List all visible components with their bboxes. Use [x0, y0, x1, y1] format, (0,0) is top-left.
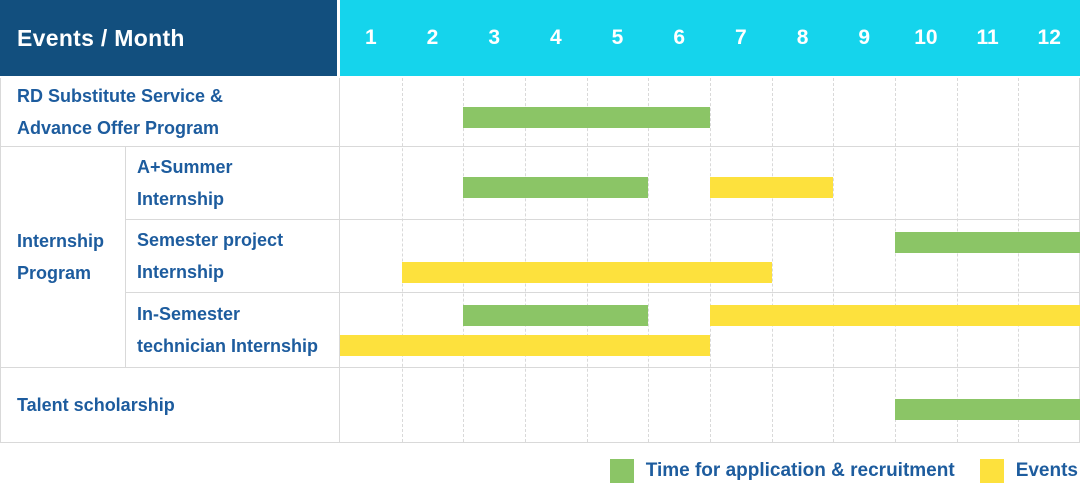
group-cell-label: Internship Program — [17, 230, 105, 283]
table-border-line — [0, 78, 1, 442]
table-header-cell: Events / Month — [0, 0, 337, 76]
month-label: 2 — [426, 26, 439, 49]
header-title: Events / Month — [17, 24, 185, 51]
row-label: A+Summer Internship — [137, 156, 233, 209]
month-gridline — [401, 78, 403, 442]
month-label: 8 — [796, 26, 809, 49]
row-label: Talent scholarship — [17, 394, 175, 415]
row-separator-line — [125, 292, 1080, 293]
application-bar — [895, 399, 1080, 420]
event-bar — [340, 335, 710, 356]
month-label: 4 — [550, 26, 562, 49]
legend-swatch-events — [979, 458, 1004, 483]
month-header-row: 1 2 3 4 5 6 7 8 9 10 11 12 — [340, 0, 1080, 76]
row-separator-line — [0, 442, 1080, 443]
month-label: 10 — [914, 26, 938, 49]
legend: Time for application & recruitment Event… — [609, 458, 1078, 483]
row-label: In-Semester technician Internship — [137, 303, 319, 356]
month-gridline — [771, 78, 773, 442]
event-bar — [710, 177, 834, 198]
application-bar — [463, 305, 649, 326]
legend-swatch-application — [609, 458, 634, 483]
month-gridline — [463, 78, 465, 442]
month-label: 3 — [488, 26, 501, 49]
row-separator-line — [0, 367, 1080, 368]
table-border-line — [339, 78, 340, 442]
month-gridline — [895, 78, 896, 442]
month-gridline — [710, 78, 711, 442]
month-label: 5 — [611, 26, 624, 49]
month-gridline — [525, 78, 526, 442]
row-separator-line — [0, 146, 1080, 147]
month-gridline — [586, 78, 588, 442]
month-gridline — [833, 78, 835, 442]
application-bar — [895, 232, 1080, 253]
legend-label-application: Time for application & recruitment — [645, 459, 955, 481]
event-bar — [710, 305, 1080, 326]
event-bar — [401, 262, 772, 283]
month-label: 7 — [735, 26, 747, 49]
month-gridline — [956, 78, 958, 442]
month-label: 12 — [1037, 26, 1061, 49]
month-gridline — [1018, 78, 1020, 442]
group-divider-line — [125, 146, 126, 367]
month-gridline — [648, 78, 650, 442]
application-bar — [463, 177, 649, 198]
row-label: RD Substitute Service & Advance Offer Pr… — [17, 86, 224, 138]
month-label: 9 — [858, 26, 871, 49]
application-bar — [463, 107, 710, 128]
month-label: 6 — [673, 26, 686, 49]
month-label: 11 — [976, 26, 999, 49]
month-label: 1 — [364, 26, 377, 49]
legend-label-events: Events — [1015, 459, 1078, 481]
row-separator-line — [125, 219, 1080, 220]
row-label: Semester project Internship — [137, 229, 284, 282]
